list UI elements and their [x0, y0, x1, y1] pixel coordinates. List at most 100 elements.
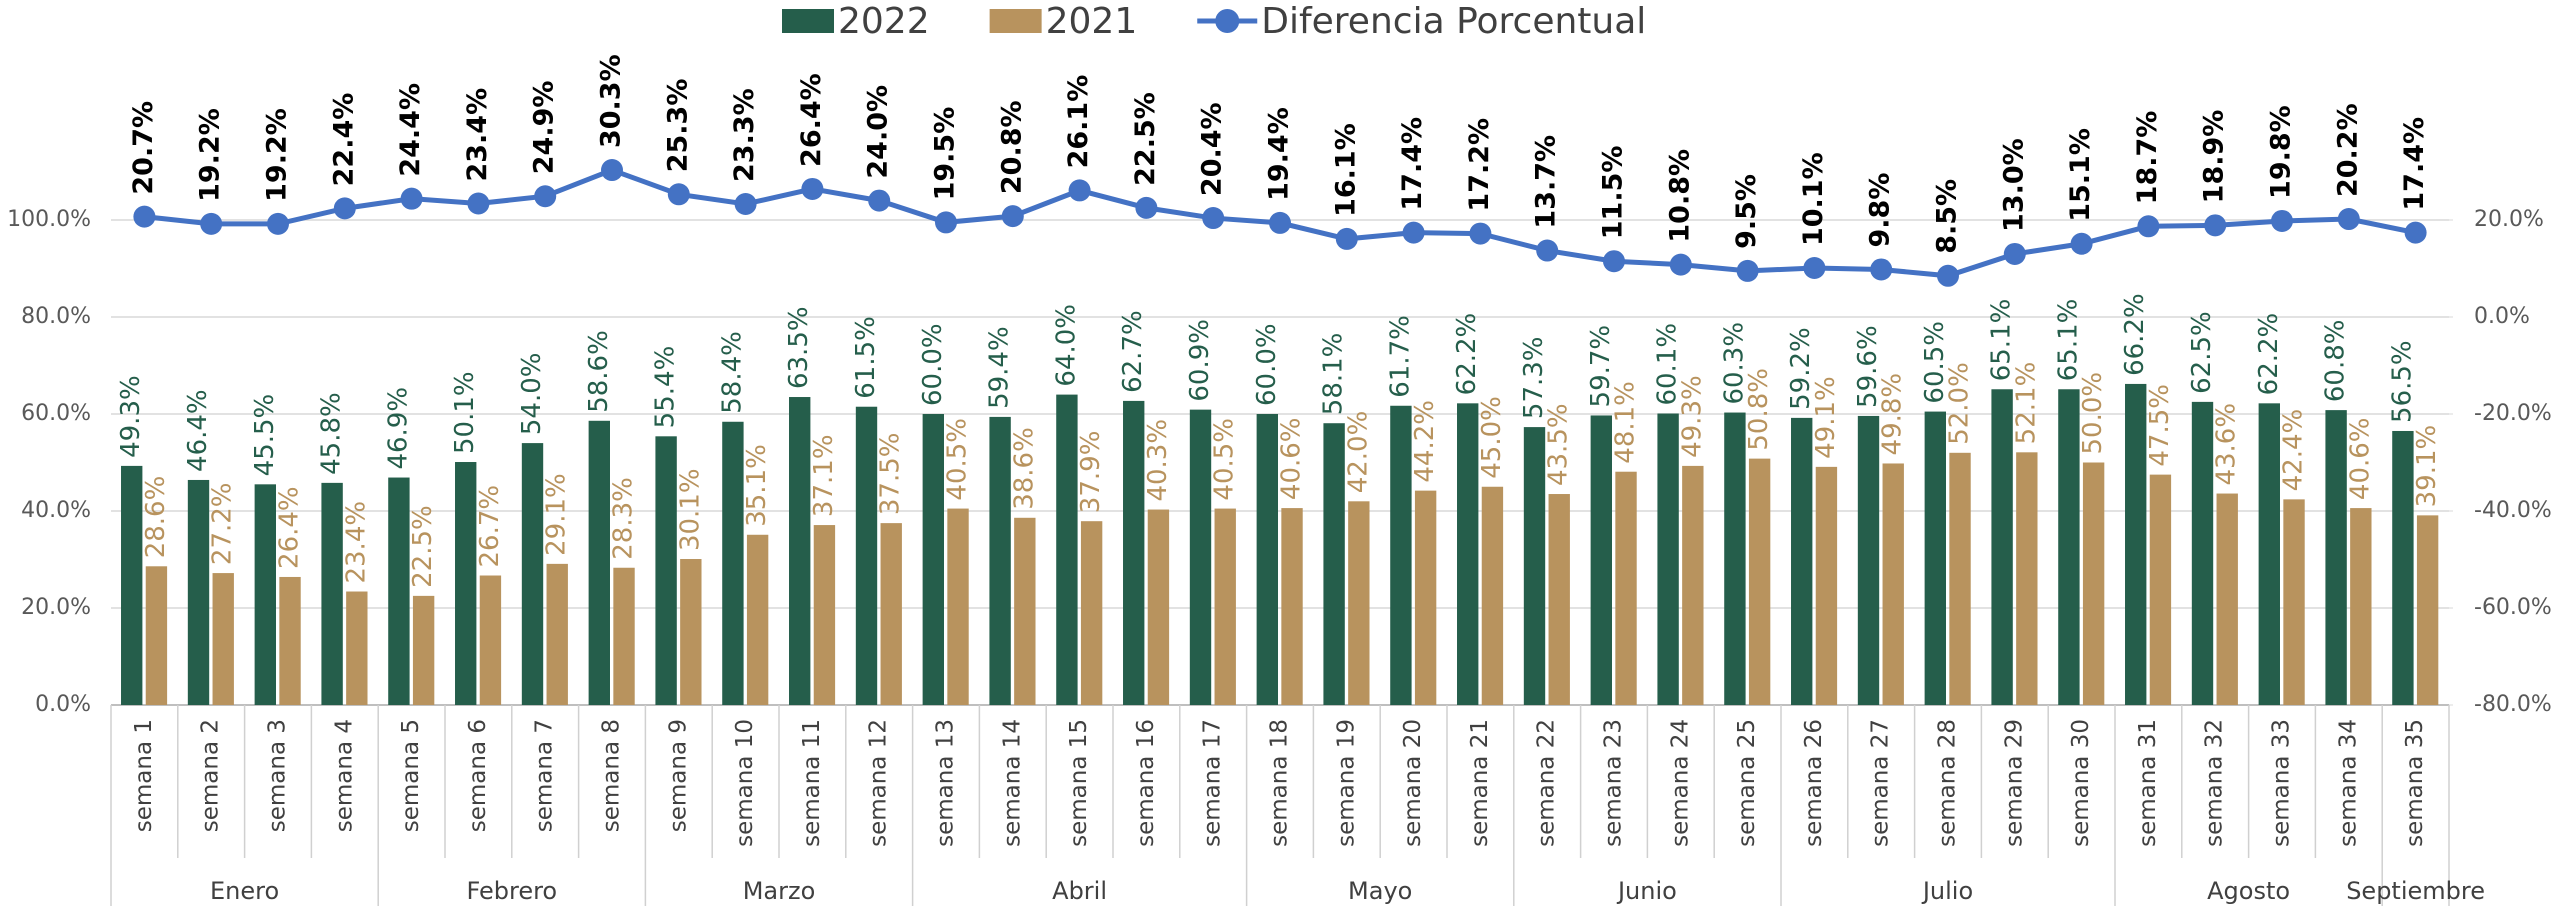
bar-value-label: 46.4% [183, 389, 213, 472]
x-tick-label: semana 23 [1601, 719, 1627, 847]
line-value-label: 24.4% [395, 83, 426, 177]
x-tick-label: semana 15 [1066, 719, 1092, 847]
bar-value-label: 65.1% [2053, 299, 2083, 382]
line-value-label: 17.4% [2399, 117, 2430, 211]
line-point [2337, 208, 2360, 231]
bar-value-label: 49.3% [1677, 375, 1707, 458]
y-tick-label: 60.0% [21, 401, 91, 426]
x-tick-label: semana 10 [732, 719, 758, 847]
line-value-label: 23.3% [729, 88, 760, 182]
x-tick-label: semana 31 [2135, 719, 2161, 847]
bar-value-label: 28.3% [609, 477, 639, 560]
bar [1189, 409, 1212, 705]
line-value-label: 20.2% [2332, 103, 2363, 197]
line-value-label: 11.5% [1598, 146, 1629, 240]
bar [1724, 412, 1746, 705]
bar-value-label: 40.5% [943, 418, 973, 501]
bar [1348, 501, 1370, 705]
bar-value-label: 50.0% [2078, 372, 2108, 455]
bar [479, 575, 502, 705]
bar [722, 421, 744, 705]
bar [746, 534, 769, 705]
bar [455, 462, 477, 705]
bar [2058, 389, 2080, 705]
y2-tick-label: -20.0% [2474, 401, 2552, 426]
x-tick-label: semana 35 [2402, 719, 2428, 847]
bar-value-label: 35.1% [742, 444, 772, 527]
bar [2191, 401, 2214, 705]
bar-value-label: 46.9% [383, 387, 413, 470]
bar [1214, 508, 1236, 705]
line-point [1536, 239, 1559, 262]
bar-value-label: 26.7% [475, 485, 505, 568]
bar [1056, 394, 1078, 705]
line-value-label: 9.5% [1731, 174, 1762, 249]
line-value-label: 24.9% [529, 81, 560, 175]
line-point [1603, 250, 1625, 273]
bar-value-label: 27.2% [208, 482, 238, 565]
line-point [333, 197, 356, 220]
month-label: Agosto [2207, 877, 2290, 905]
bar-value-label: 58.4% [717, 331, 747, 414]
bar [388, 477, 410, 705]
line-value-label: 19.5% [930, 107, 961, 201]
line-value-label: 17.4% [1397, 117, 1428, 211]
bar [1590, 415, 1612, 705]
x-tick-label: semana 8 [599, 719, 625, 832]
x-tick-label: semana 33 [2269, 719, 2295, 847]
bar-value-label: 55.4% [651, 346, 681, 429]
line-point [1202, 207, 1225, 230]
line-point [734, 192, 757, 215]
line-value-label: 19.4% [1264, 107, 1295, 201]
bar-value-label: 62.2% [2254, 313, 2284, 396]
bar-value-label: 26.4% [275, 486, 305, 569]
y2-tick-label: -80.0% [2474, 692, 2552, 717]
line-point [400, 187, 423, 210]
line-point [667, 183, 690, 206]
bar [855, 406, 878, 705]
line-value-label: 19.2% [262, 108, 293, 202]
line-point [2404, 221, 2427, 244]
month-label: Septiembre [2346, 877, 2485, 905]
bar [1791, 417, 1813, 705]
line-point [534, 185, 557, 208]
y-tick-label: 40.0% [21, 498, 91, 523]
bar [680, 559, 702, 705]
line-point [2070, 232, 2093, 255]
bar [1147, 509, 1170, 705]
bar [279, 576, 301, 705]
bar [1481, 486, 1504, 705]
bar [1390, 405, 1412, 705]
x-tick-label: semana 9 [665, 719, 691, 832]
line-point [1135, 196, 1158, 219]
line-value-label: 9.8% [1865, 173, 1896, 248]
bar [2392, 430, 2414, 705]
bar-value-label: 57.3% [1519, 336, 1549, 419]
x-tick-label: semana 12 [866, 719, 892, 847]
x-tick-label: semana 19 [1333, 719, 1359, 847]
line-value-label: 24.0% [863, 85, 894, 179]
line-value-label: 23.4% [462, 88, 493, 182]
bar-value-label: 66.2% [2120, 293, 2150, 376]
bar [2216, 493, 2238, 705]
bar-value-label: 29.1% [542, 473, 572, 556]
x-tick-label: semana 34 [2335, 719, 2361, 847]
x-tick-label: semana 2 [198, 719, 224, 832]
legend-label: 2022 [838, 1, 930, 42]
bar-value-label: 40.3% [1143, 419, 1173, 502]
bar-value-label: 30.1% [675, 468, 705, 551]
bar [1457, 403, 1479, 705]
bar-value-label: 59.6% [1853, 325, 1883, 408]
x-tick-label: semana 14 [999, 719, 1025, 847]
bar-value-label: 49.1% [1811, 376, 1841, 459]
line-point [1001, 205, 1024, 228]
bar-value-label: 59.2% [1786, 327, 1816, 410]
bar-value-label: 28.6% [141, 476, 171, 559]
legend-label: Diferencia Porcentual [1261, 1, 1646, 42]
bar [187, 479, 210, 705]
bar-value-label: 63.5% [784, 306, 814, 389]
bar-value-label: 22.5% [408, 505, 438, 588]
bar-value-label: 48.1% [1611, 381, 1641, 464]
bar-value-label: 60.3% [1719, 322, 1749, 405]
